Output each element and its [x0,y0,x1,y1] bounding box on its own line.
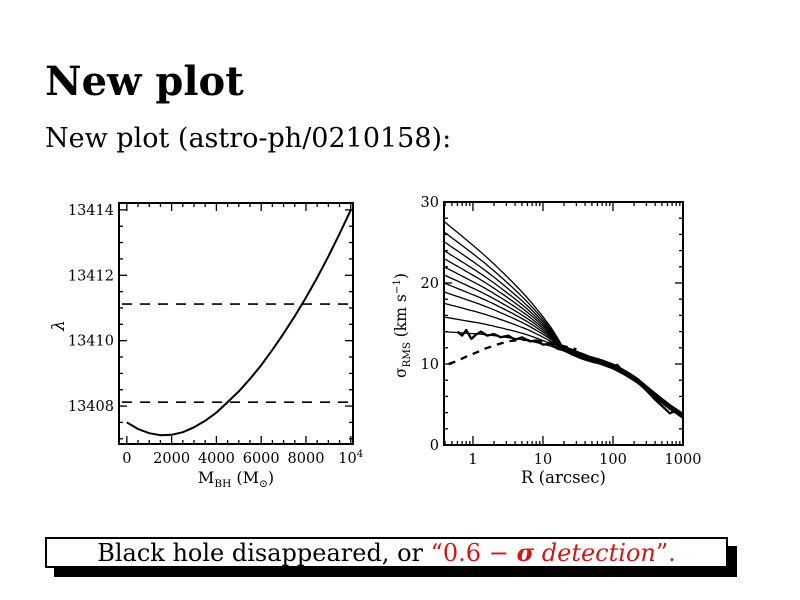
y-tick-label: 20 [421,276,439,292]
observed-sigma-rms [456,328,684,419]
y-axis-title: λ [49,320,69,332]
lambda-curve [126,209,352,437]
model-curve-10 [443,302,684,418]
x-tick-label: 1 [468,452,477,468]
y-tick-label: 30 [421,195,439,211]
y-tick-label: 13410 [68,334,114,350]
footer-text-black: Black hole disappeared, or [97,539,431,567]
model-curve-6 [443,266,684,416]
x-tick-label: 0 [122,451,131,467]
y-tick-label: 0 [430,438,439,454]
y-axis-title: σRMS (km s−1) [392,273,413,378]
y-tick-label: 10 [421,357,439,373]
footer-highlight: “0.6 − σ detection”. [431,539,676,567]
slide-subtitle: New plot (astro-ph/0210158): [45,123,452,154]
footer-red-sigma: σ [516,538,535,567]
footer-red-detection: detection [534,539,656,567]
left-plot: 0 2000 4000 6000 8000 104 13408 13410 13412 13414… [49,202,363,490]
charts-canvas: 0 2000 4000 6000 8000 104 13408 13410 13412 13414… [49,195,701,490]
y-tick-label: 13414 [68,203,114,219]
model-curve-12 [443,330,684,419]
x-tick-label: 6000 [243,451,280,467]
footer-red-lead: “0.6 − [430,539,517,567]
x-tick-label: 10 [534,452,552,468]
x-tick-label: 2000 [153,451,190,467]
x-tick-label: 104 [338,449,363,467]
model-curve-9 [443,291,684,418]
footer-box: Black hole disappeared, or “0.6 − σ dete… [45,537,728,568]
x-axis-title: MBH (M⊙) [198,468,274,490]
dashed-model [448,338,577,366]
model-curve-1 [443,220,684,415]
y-tick-label: 13412 [68,268,114,284]
x-tick-label: 1000 [665,452,702,468]
footer-red-close: ”. [655,539,676,567]
y-tick-label: 13408 [68,399,114,415]
x-tick-label: 4000 [198,451,235,467]
x-axis-title: R (arcsec) [521,468,606,487]
right-plot: 1 10 100 1000 0 10 20 30 R (arcsec) σRMS (km s−1) [392,195,701,487]
slide-title: New plot [45,58,244,105]
x-tick-label: 100 [599,452,627,468]
x-tick-label: 8000 [288,451,325,467]
plot-frame [118,202,354,445]
